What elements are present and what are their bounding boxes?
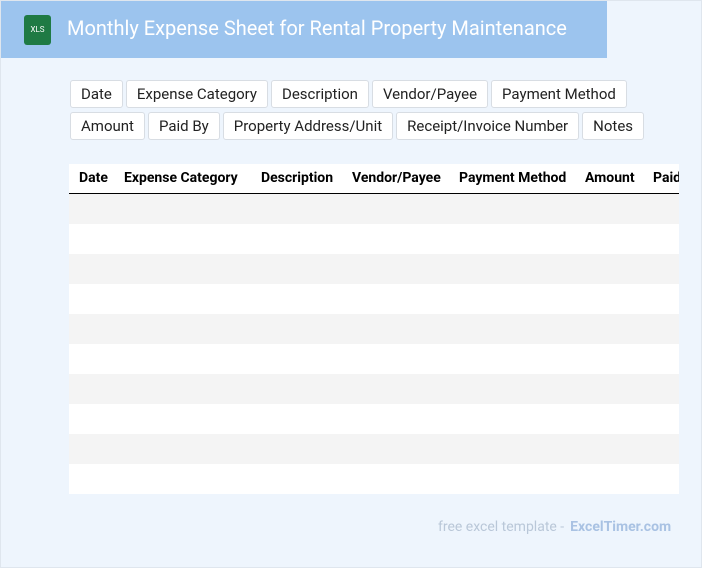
- title: Monthly Expense Sheet for Rental Propert…: [67, 16, 567, 40]
- column-header: Amount: [585, 170, 635, 186]
- table-body: [69, 194, 679, 494]
- field-chip[interactable]: Description: [271, 80, 369, 108]
- table-row: [69, 464, 679, 494]
- field-chip[interactable]: Expense Category: [125, 80, 268, 108]
- field-chip[interactable]: Vendor/Payee: [371, 80, 489, 108]
- table-row: [69, 434, 679, 464]
- field-list: Date Expense Category Description Vendor/Pa…: [70, 80, 701, 140]
- table-row: [69, 284, 679, 314]
- table-row: [69, 374, 679, 404]
- column-header: Expense Category: [124, 170, 238, 186]
- table-header: Date Expense Category Description Vendor/Pa…: [69, 164, 679, 194]
- footer: free excel template - ExcelTimer.com: [438, 519, 671, 535]
- field-chip[interactable]: Paid By: [147, 112, 220, 140]
- table-row: [69, 224, 679, 254]
- field-chip[interactable]: Notes: [582, 112, 645, 140]
- field-chip[interactable]: Date: [70, 80, 123, 108]
- column-header: Description: [261, 170, 334, 186]
- footer-brand[interactable]: ExcelTimer.com: [570, 519, 672, 535]
- file-icon: XLS: [24, 15, 51, 45]
- column-header: Date: [79, 170, 108, 186]
- column-header: Payment Method: [459, 170, 567, 186]
- table-row: [69, 314, 679, 344]
- field-chip[interactable]: Receipt/Invoice Number: [396, 112, 580, 140]
- table-row: [69, 194, 679, 224]
- column-header: Vendor/Payee: [352, 170, 441, 186]
- field-chip[interactable]: Payment Method: [491, 80, 627, 108]
- field-chip[interactable]: Amount: [70, 112, 145, 140]
- footer-text: free excel template -: [438, 519, 565, 535]
- field-chip[interactable]: Property Address/Unit: [222, 112, 394, 140]
- table: Date Expense Category Description Vendor/Pa…: [69, 164, 679, 494]
- table-row: [69, 404, 679, 434]
- header-bar: XLS Monthly Expense Sheet for Rental Pro…: [1, 1, 607, 58]
- column-header: Paid: [653, 170, 679, 186]
- table-row: [69, 344, 679, 374]
- table-row: [69, 254, 679, 284]
